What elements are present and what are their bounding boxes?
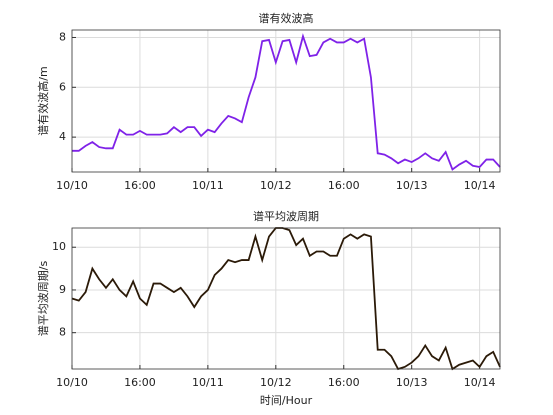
data-line	[71, 227, 501, 371]
y-tick-label: 4	[59, 130, 66, 143]
y-axis-label: 谱平均波周期/s	[36, 261, 50, 337]
x-tick-label: 16:00	[328, 179, 360, 192]
x-axis-label: 时间/Hour	[260, 394, 313, 407]
x-tick-label: 10/11	[192, 179, 224, 192]
x-tick-label: 10/13	[396, 179, 428, 192]
y-tick-label: 10	[52, 240, 66, 253]
x-tick-label: 10/12	[260, 179, 292, 192]
x-tick-label: 16:00	[124, 376, 156, 389]
x-tick-label: 10/12	[260, 376, 292, 389]
chart-title: 谱平均波周期	[253, 209, 319, 223]
chart-title: 谱有效波高	[259, 11, 314, 25]
y-tick-label: 9	[59, 283, 66, 296]
data-line	[72, 33, 501, 171]
x-tick-label: 16:00	[124, 179, 156, 192]
x-tick-label: 10/11	[192, 376, 224, 389]
x-tick-label: 10/14	[464, 376, 496, 389]
y-axis-label: 谱有效波高/m	[36, 66, 50, 135]
y-tick-label: 6	[59, 80, 66, 93]
x-tick-label: 10/14	[464, 179, 496, 192]
plot-frame	[71, 227, 501, 370]
x-tick-label: 10/10	[56, 179, 88, 192]
x-tick-label: 16:00	[328, 376, 360, 389]
y-tick-label: 8	[59, 30, 66, 43]
plot-frame	[71, 29, 501, 173]
x-tick-label: 10/13	[396, 376, 428, 389]
x-tick-label: 10/10	[56, 376, 88, 389]
y-tick-label: 8	[59, 326, 66, 339]
